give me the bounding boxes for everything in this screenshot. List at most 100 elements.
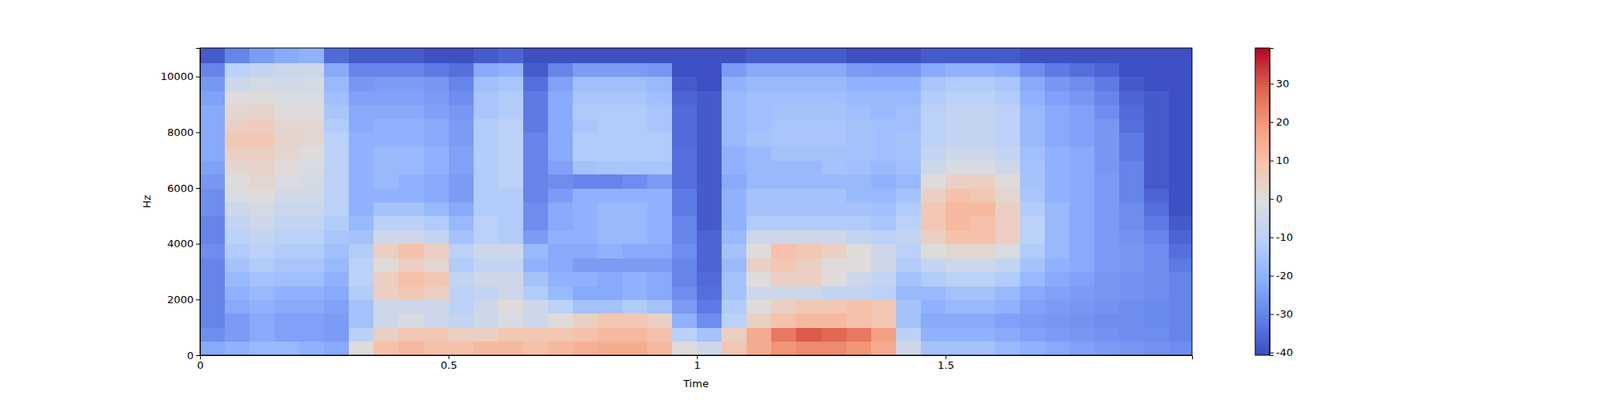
heat-cell (1119, 76, 1145, 92)
heat-cell (424, 76, 450, 92)
heat-cell (771, 76, 797, 92)
heat-cell (871, 327, 897, 342)
heat-cell (299, 118, 325, 133)
heat-cell (299, 244, 325, 259)
heat-cell (746, 313, 772, 328)
heat-cell (970, 272, 996, 287)
heat-cell (846, 201, 872, 216)
heat-cell (1094, 341, 1120, 356)
heat-cell (721, 62, 748, 77)
tick-mark (1269, 276, 1274, 277)
heat-cell (523, 48, 549, 64)
heat-cell (498, 201, 524, 216)
heat-cell (821, 104, 848, 120)
heat-cell (821, 90, 848, 105)
heat-cell (1144, 229, 1170, 244)
heat-cell (647, 244, 673, 259)
heat-cell (200, 132, 226, 147)
heat-cell (995, 257, 1021, 272)
tick-mark (1269, 352, 1274, 354)
heat-cell (1144, 244, 1170, 259)
heat-cell (274, 216, 300, 231)
heat-cell (1168, 62, 1192, 77)
heat-cell (821, 341, 848, 356)
heat-cell (1168, 132, 1192, 147)
heat-cell (299, 146, 325, 161)
tick-label: -20 (1276, 269, 1293, 282)
heat-cell (224, 118, 251, 133)
tick: 6000 (167, 182, 200, 195)
heat-cell (647, 188, 673, 203)
heat-cell (672, 48, 698, 64)
heat-cell (398, 216, 424, 231)
tick: 4000 (167, 237, 200, 250)
heat-cell (920, 118, 947, 133)
heat-cell (771, 201, 797, 216)
heat-cell (249, 216, 276, 231)
heat-cell (249, 285, 276, 300)
heat-cell (696, 299, 723, 314)
heat-cell (945, 285, 972, 300)
heat-cell (398, 327, 424, 342)
heat-cell (572, 174, 599, 189)
heat-cell (373, 146, 400, 161)
heat-cell (647, 341, 673, 356)
heat-cell (1119, 341, 1145, 356)
heat-cell (945, 90, 972, 105)
plot-frame (200, 48, 1192, 356)
heat-cell (473, 257, 500, 272)
heat-cell (970, 327, 996, 342)
heat-cell (771, 48, 797, 64)
heat-cell (1119, 160, 1145, 175)
heat-cell (746, 201, 772, 216)
tick-label: 8000 (167, 126, 194, 139)
heat-cell (1119, 146, 1145, 161)
heat-cell (398, 299, 424, 314)
heat-cell (1119, 272, 1145, 287)
heat-cell (721, 201, 748, 216)
heat-cell (945, 62, 972, 77)
tick: 1 (694, 355, 701, 372)
heat-cell (970, 160, 996, 175)
heat-cell (1168, 76, 1192, 92)
heat-cell (871, 76, 897, 92)
heat-cell (498, 132, 524, 147)
heat-cell (224, 216, 251, 231)
heat-cell (696, 146, 723, 161)
heat-cell (398, 244, 424, 259)
heat-cell (299, 285, 325, 300)
heat-cell (1144, 272, 1170, 287)
heat-cell (348, 201, 375, 216)
heat-cell (523, 201, 549, 216)
heat-cell (1094, 188, 1120, 203)
heat-cell (721, 146, 748, 161)
heat-cell (920, 272, 947, 287)
heat-cell (548, 285, 574, 300)
heat-cell (721, 118, 748, 133)
heat-cell (1069, 201, 1096, 216)
heat-cell (970, 146, 996, 161)
heat-cell (871, 244, 897, 259)
heat-cell (597, 244, 624, 259)
heat-cell (871, 174, 897, 189)
tick-mark (196, 76, 200, 78)
heat-cell (1168, 118, 1192, 133)
heat-cell (746, 299, 772, 314)
heat-cell (498, 146, 524, 161)
heat-cell (1168, 188, 1192, 203)
heat-cell (622, 188, 648, 203)
heat-cell (622, 272, 648, 287)
heat-cell (224, 341, 251, 356)
heat-cell (746, 90, 772, 105)
heat-cell (796, 327, 822, 342)
heat-cell (622, 201, 648, 216)
heat-cell (473, 313, 500, 328)
heat-cell (1144, 62, 1170, 77)
heat-cell (224, 188, 251, 203)
tick: -30 (1269, 308, 1293, 320)
heat-cell (424, 174, 450, 189)
heat-cell (771, 104, 797, 120)
heat-cell (1020, 216, 1046, 231)
heat-cell (846, 62, 872, 77)
heat-cell (821, 118, 848, 133)
